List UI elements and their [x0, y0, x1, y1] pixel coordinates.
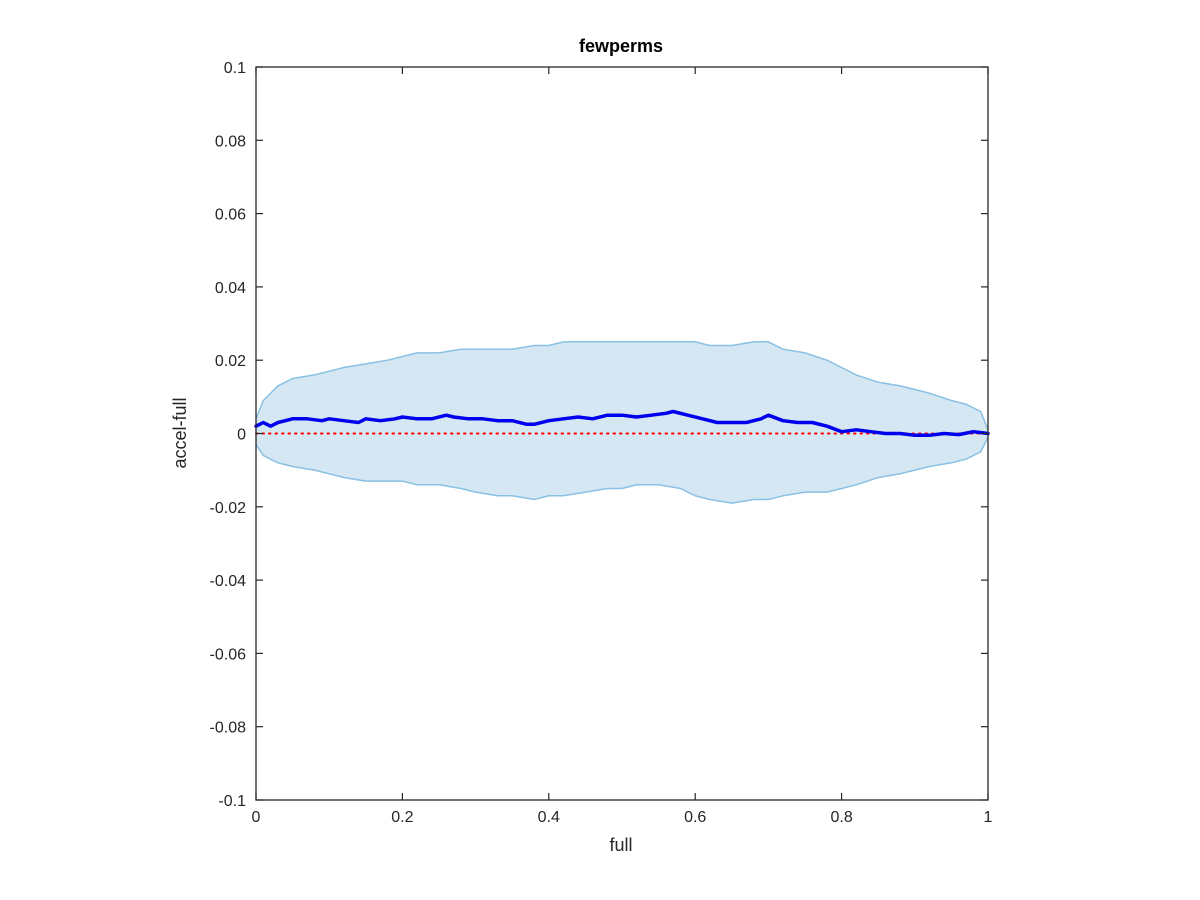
y-tick-label: 0.06	[215, 207, 246, 224]
y-tick-label: 0.02	[215, 353, 246, 370]
y-axis-label: accel-full	[170, 397, 190, 468]
x-tick-label: 1	[984, 809, 993, 826]
y-tick-label: 0	[237, 427, 246, 444]
y-tick-label: -0.04	[210, 573, 247, 590]
y-tick-label: 0.04	[215, 280, 246, 297]
x-axis-ticks: 0 0.2 0.4 0.6 0.8 1	[252, 67, 993, 826]
y-tick-label: 0.08	[215, 133, 246, 150]
y-tick-label: -0.08	[210, 720, 247, 737]
confidence-band-layer	[255, 341, 989, 504]
y-tick-label: 0.1	[224, 60, 246, 77]
x-tick-label: 0	[252, 809, 261, 826]
band-lower-edge	[255, 436, 989, 504]
x-axis-label: full	[609, 835, 632, 855]
y-axis-ticks: 0.1 0.08 0.06 0.04 0.02 0 -0.02 -0.04 -0.06 -0.08…	[210, 60, 988, 810]
y-tick-label: -0.1	[218, 793, 246, 810]
x-tick-label: 0.8	[830, 809, 852, 826]
y-tick-label: -0.06	[210, 646, 247, 663]
x-tick-label: 0.2	[391, 809, 413, 826]
chart-title: fewperms	[579, 36, 663, 56]
x-tick-label: 0.4	[538, 809, 560, 826]
y-tick-label: -0.02	[210, 500, 247, 517]
x-tick-label: 0.6	[684, 809, 706, 826]
band-upper-edge	[255, 341, 989, 431]
series-layer	[254, 409, 990, 438]
confidence-band-fill	[256, 341, 988, 504]
series-line	[254, 409, 990, 438]
